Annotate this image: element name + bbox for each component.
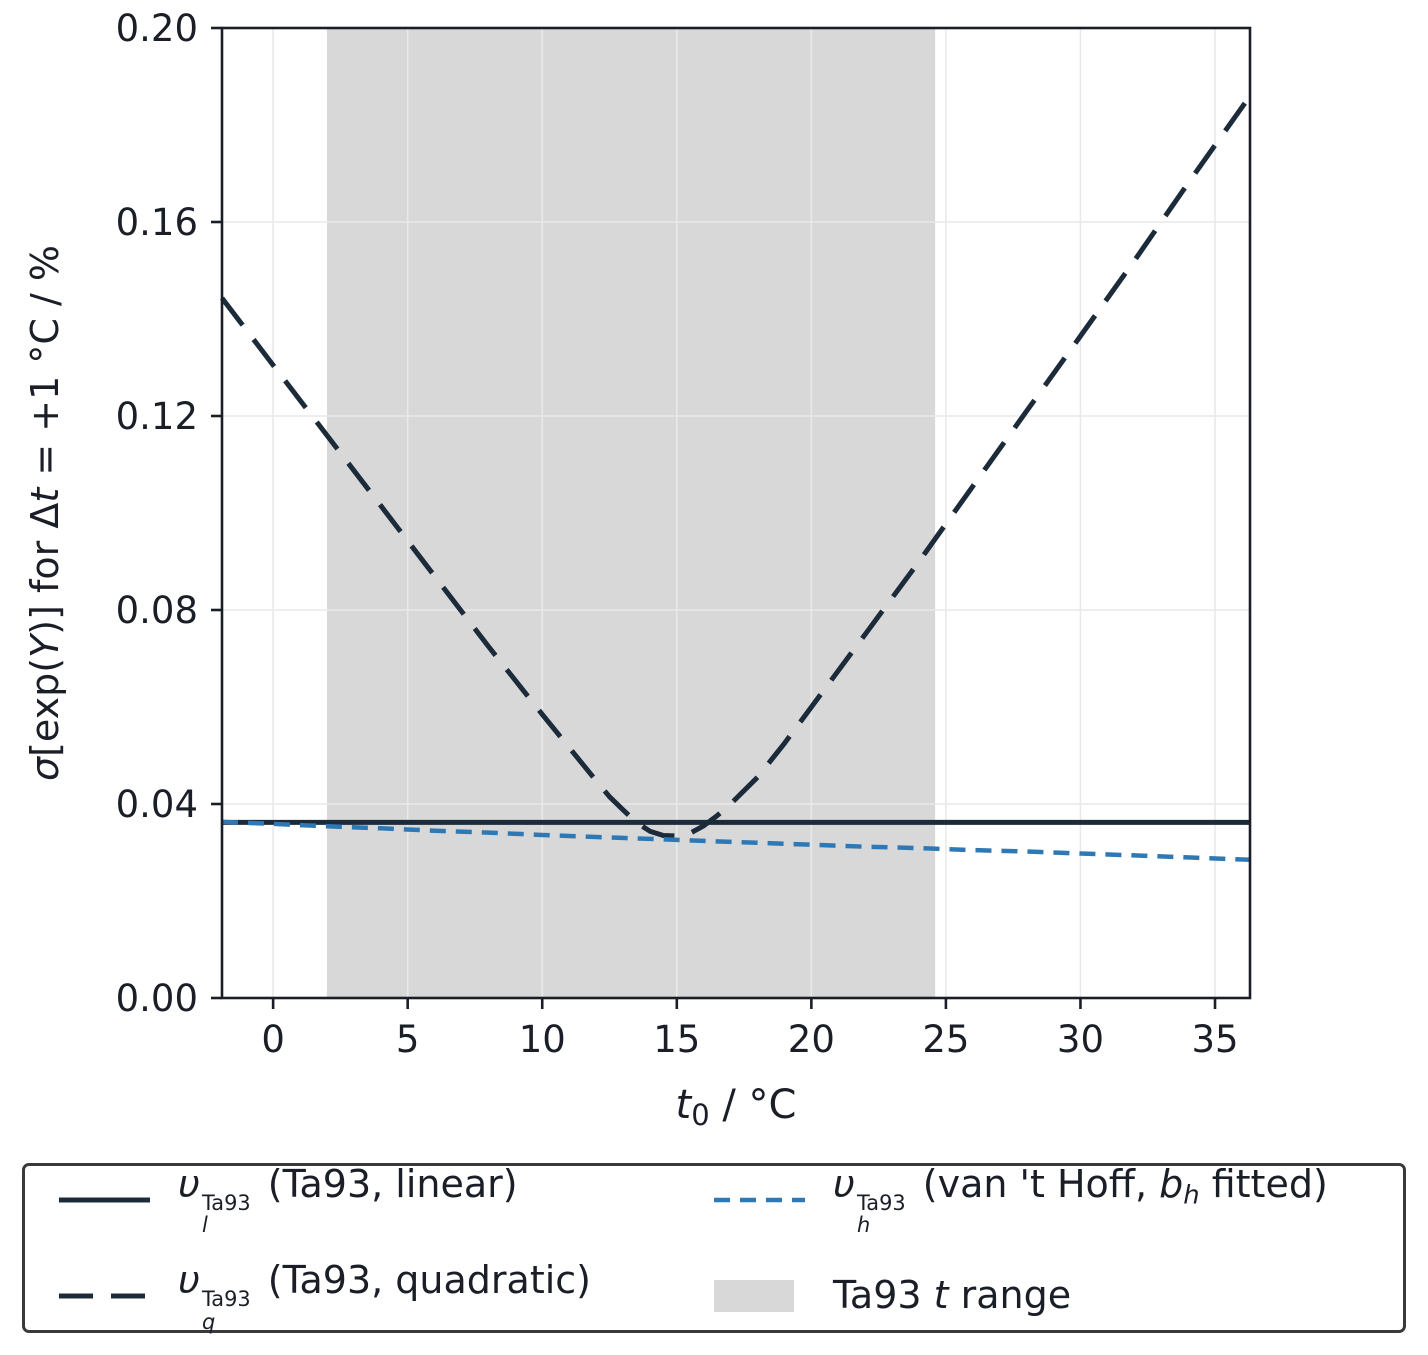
legend-marker-solid-line-icon <box>57 1180 152 1220</box>
svg-text:30: 30 <box>1057 1018 1104 1061</box>
svg-text:20: 20 <box>788 1018 835 1061</box>
svg-text:35: 35 <box>1191 1018 1238 1061</box>
shaded-region <box>326 28 936 998</box>
svg-text:σ[exp(Y)] for Δt = +1 °C / %: σ[exp(Y)] for Δt = +1 °C / % <box>23 245 67 781</box>
legend-label-ta93-linear: υ Ta93 l (Ta93, linear) <box>178 1161 518 1238</box>
legend-item-ta93-quadratic: υ Ta93 q (Ta93, quadratic) <box>57 1258 712 1334</box>
axis-labels: t0 / °C σ[exp(Y)] for Δt = +1 °C / % <box>23 245 796 1132</box>
svg-text:5: 5 <box>396 1018 420 1061</box>
legend-label-vant-hoff: υ Ta93 h (van 't Hoff, bh fitted) <box>833 1161 1328 1238</box>
svg-text:t0 / °C: t0 / °C <box>676 1082 797 1132</box>
svg-text:0.00: 0.00 <box>116 977 198 1020</box>
legend-marker-dashed-line-icon <box>57 1276 152 1316</box>
legend-grid: υ Ta93 l (Ta93, linear) υ Ta93 q (Ta93, quad… <box>25 1161 1403 1334</box>
axes-spines <box>220 26 1252 1000</box>
svg-text:15: 15 <box>653 1018 700 1061</box>
svg-text:25: 25 <box>922 1018 969 1061</box>
svg-text:0.12: 0.12 <box>116 395 198 438</box>
chart-plot-area: 0 5 10 15 20 25 30 35 0.00 0.04 0.08 0.12 0.16 0.20 t0… <box>23 7 1253 1132</box>
svg-text:0.08: 0.08 <box>116 589 198 632</box>
legend-label-ta93-quadratic: υ Ta93 q (Ta93, quadratic) <box>178 1258 592 1334</box>
svg-text:0.04: 0.04 <box>116 783 198 826</box>
svg-text:10: 10 <box>519 1018 566 1061</box>
legend-item-vant-hoff: υ Ta93 h (van 't Hoff, bh fitted) <box>712 1161 1403 1238</box>
legend-marker-blue-dashed-line-icon <box>712 1180 807 1220</box>
axis-ticks-and-labels: 0 5 10 15 20 25 30 35 0.00 0.04 0.08 0.12 0.16 0.20 <box>116 7 1239 1061</box>
series-lines <box>220 94 1253 863</box>
legend-label-ta93-range: Ta93 t range <box>833 1273 1072 1318</box>
legend-item-ta93-linear: υ Ta93 l (Ta93, linear) <box>57 1161 712 1238</box>
legend-marker-gray-patch-icon <box>712 1276 807 1316</box>
chart-legend: υ Ta93 l (Ta93, linear) υ Ta93 q (Ta93, quad… <box>22 1161 1406 1334</box>
legend-item-ta93-range: Ta93 t range <box>712 1259 1403 1333</box>
svg-text:0: 0 <box>261 1018 285 1061</box>
svg-text:0.20: 0.20 <box>116 7 198 50</box>
svg-text:0.16: 0.16 <box>116 201 198 244</box>
